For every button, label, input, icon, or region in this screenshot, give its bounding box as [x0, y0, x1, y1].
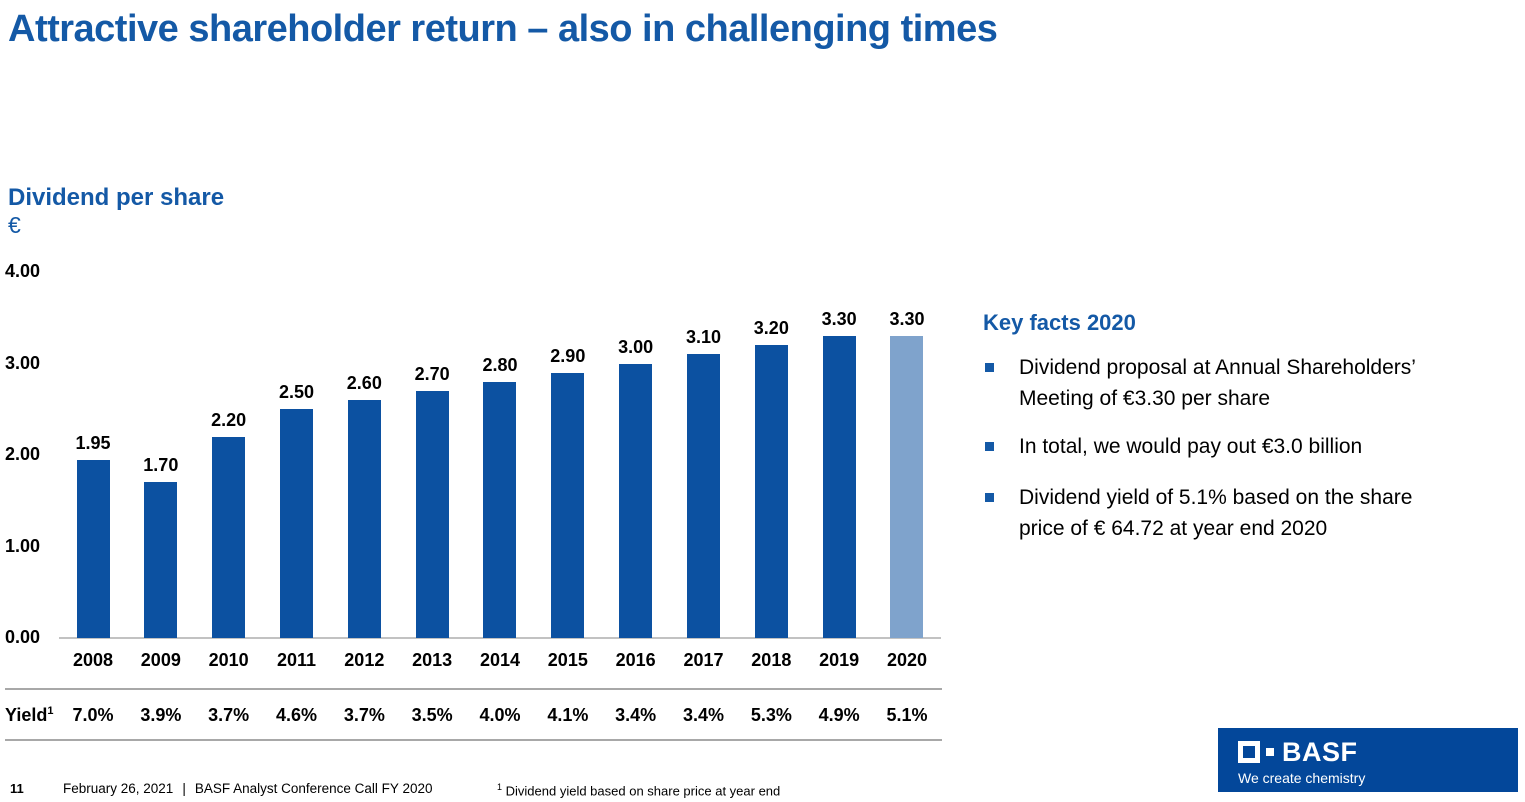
yield-table-top-rule [5, 688, 942, 690]
x-axis-label-2009: 2009 [140, 650, 181, 670]
footnote-text: Dividend yield based on share price at y… [505, 783, 781, 799]
square-bullet-icon [985, 493, 994, 502]
bar-2015 [551, 372, 585, 638]
bar-2008 [76, 459, 110, 638]
yield-row-label: Yield1 [5, 705, 53, 726]
yield-value-2011: 4.6% [275, 705, 317, 725]
yield-value-2014: 4.0% [479, 705, 521, 725]
footer-date: February 26, 2021 [63, 781, 174, 796]
y-axis-tick-label: 2.00 [5, 444, 41, 464]
bar-value-label: 2.50 [278, 382, 314, 403]
bar-2017 [686, 354, 720, 638]
key-fact-item: Dividend proposal at Annual Shareholders… [985, 352, 1520, 414]
y-axis-tick-label: 4.00 [5, 261, 41, 281]
bar-2011 [279, 409, 313, 638]
bar-2019 [822, 336, 856, 638]
yield-value-2018: 5.3% [750, 705, 792, 725]
y-axis-tick-label: 1.00 [5, 535, 41, 556]
bar-value-label: 3.10 [685, 327, 721, 348]
yield-value-2009: 3.9% [140, 705, 182, 725]
yield-value-2020: 5.1% [886, 705, 928, 725]
key-facts-title: Key facts 2020 [983, 310, 1136, 335]
chart-unit-label: € [8, 212, 21, 238]
bar-value-label: 3.20 [753, 318, 789, 339]
bar-value-label: 3.30 [889, 309, 925, 330]
key-fact-text: Dividend yield of 5.1% based on the shar… [1019, 486, 1413, 540]
footer-meta: February 26, 2021 | BASF Analyst Confere… [63, 781, 432, 796]
x-axis-label-2016: 2016 [615, 650, 656, 670]
bar-value-label: 1.95 [75, 432, 111, 453]
bar-2010 [212, 436, 246, 638]
bar-2009 [144, 482, 178, 638]
yield-value-2013: 3.5% [411, 705, 453, 725]
x-axis-label-2012: 2012 [344, 650, 385, 670]
x-axis-label-2011: 2011 [276, 650, 317, 670]
bar-value-label: 3.00 [618, 336, 654, 357]
bar-value-label: 1.70 [143, 455, 179, 476]
bar-value-label: 2.80 [482, 354, 518, 375]
slide-title: Attractive shareholder return – also in … [8, 8, 998, 50]
basf-logo: BASF We create chemistry [1218, 728, 1518, 792]
footer-separator: | [182, 781, 186, 796]
basf-solid-square-icon [1266, 748, 1274, 756]
bar-value-label: 2.90 [550, 345, 586, 366]
yield-label-superscript: 1 [47, 705, 54, 717]
footer-event: BASF Analyst Conference Call FY 2020 [194, 781, 433, 796]
bar-value-label: 2.20 [211, 409, 247, 430]
x-axis-label-2018: 2018 [751, 650, 792, 670]
page-number: 11 [10, 781, 24, 796]
yield-table-bottom-rule [5, 739, 942, 741]
x-axis-label-2008: 2008 [72, 650, 114, 670]
yield-value-2016: 3.4% [615, 705, 657, 725]
x-axis-label-2014: 2014 [479, 650, 520, 670]
bar-2018 [754, 345, 788, 638]
bar-value-label: 3.30 [821, 309, 857, 330]
yield-value-2010: 3.7% [208, 705, 250, 725]
square-bullet-icon [985, 363, 994, 372]
x-axis-line [59, 637, 941, 639]
yield-value-2015: 4.1% [547, 705, 589, 725]
x-axis-label-2017: 2017 [683, 650, 724, 670]
key-fact-item: Dividend yield of 5.1% based on the shar… [985, 482, 1520, 544]
yield-value-2019: 4.9% [818, 705, 860, 725]
bar-value-label: 2.60 [346, 373, 382, 394]
square-bullet-icon [985, 442, 994, 451]
x-axis-label-2015: 2015 [547, 650, 588, 670]
bar-2016 [619, 363, 653, 638]
yield-value-2008: 7.0% [72, 705, 114, 725]
x-axis-label-2010: 2010 [208, 650, 249, 670]
yield-value-2017: 3.4% [682, 705, 724, 725]
key-fact-text: Dividend proposal at Annual Shareholders… [1019, 356, 1416, 410]
bar-2013 [415, 390, 449, 638]
yield-label-text: Yield [5, 705, 48, 725]
basf-outline-square-icon [1238, 741, 1260, 763]
basf-wordmark: BASF [1282, 737, 1358, 767]
y-axis-tick-label: 0.00 [5, 627, 41, 647]
x-axis-label-2013: 2013 [412, 650, 453, 670]
x-axis-label-2019: 2019 [819, 650, 860, 670]
yield-value-2012: 3.7% [343, 705, 385, 725]
basf-logo-row: BASF [1238, 737, 1358, 767]
y-axis-tick-label: 3.00 [5, 352, 41, 373]
x-axis-label-2020: 2020 [886, 650, 927, 670]
bar-2014 [483, 381, 517, 638]
footnote-marker: 1 [497, 782, 503, 792]
bar-2020 [890, 336, 924, 638]
key-fact-text: In total, we would pay out €3.0 billion [1019, 435, 1363, 458]
bar-value-label: 2.70 [414, 363, 450, 384]
basf-tagline: We create chemistry [1238, 770, 1366, 786]
key-fact-item: In total, we would pay out €3.0 billion [985, 431, 1520, 462]
footnote: 1 Dividend yield based on share price at… [497, 782, 780, 798]
chart-title: Dividend per share [8, 184, 225, 211]
bar-2012 [347, 400, 381, 638]
